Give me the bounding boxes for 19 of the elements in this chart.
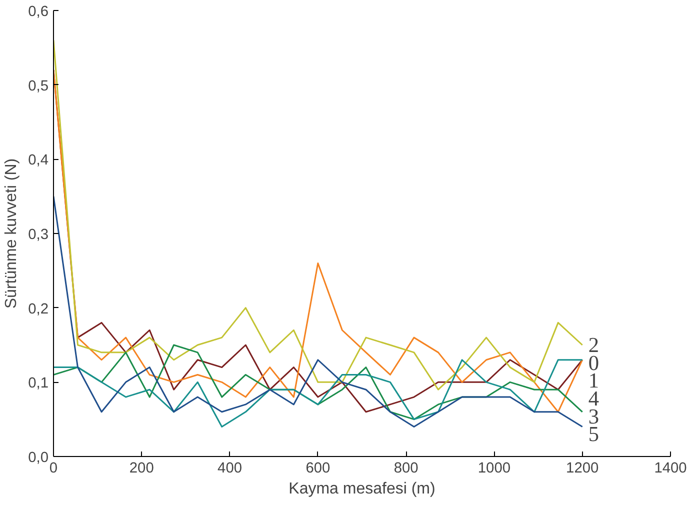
y-tick-label: 0,2 [28, 301, 48, 318]
x-tick-label: 200 [129, 460, 154, 476]
x-tick-label: 1400 [654, 460, 687, 476]
x-tick-label: 800 [394, 460, 418, 476]
x-tick-label: 1200 [566, 460, 599, 476]
line-series [54, 359, 584, 428]
x-tick-label: 400 [218, 460, 242, 476]
x-tick-label: 600 [306, 460, 330, 476]
y-tick-label: 0,3 [28, 227, 48, 243]
line-series [54, 196, 584, 428]
x-axis-title: Kayma mesafesi (m) [288, 480, 436, 498]
x-tick-label: 0 [49, 460, 58, 476]
y-tick-label: 0,5 [28, 78, 48, 94]
x-tick-label: 1000 [478, 460, 511, 476]
y-tick-label: 0,4 [28, 152, 48, 169]
y-tick-label: 0,0 [28, 450, 48, 466]
y-tick-label: 0,1 [28, 376, 48, 392]
y-axis-title: Sürtünme kuvveti (N) [3, 158, 20, 309]
y-tick-label: 0,6 [28, 4, 48, 20]
